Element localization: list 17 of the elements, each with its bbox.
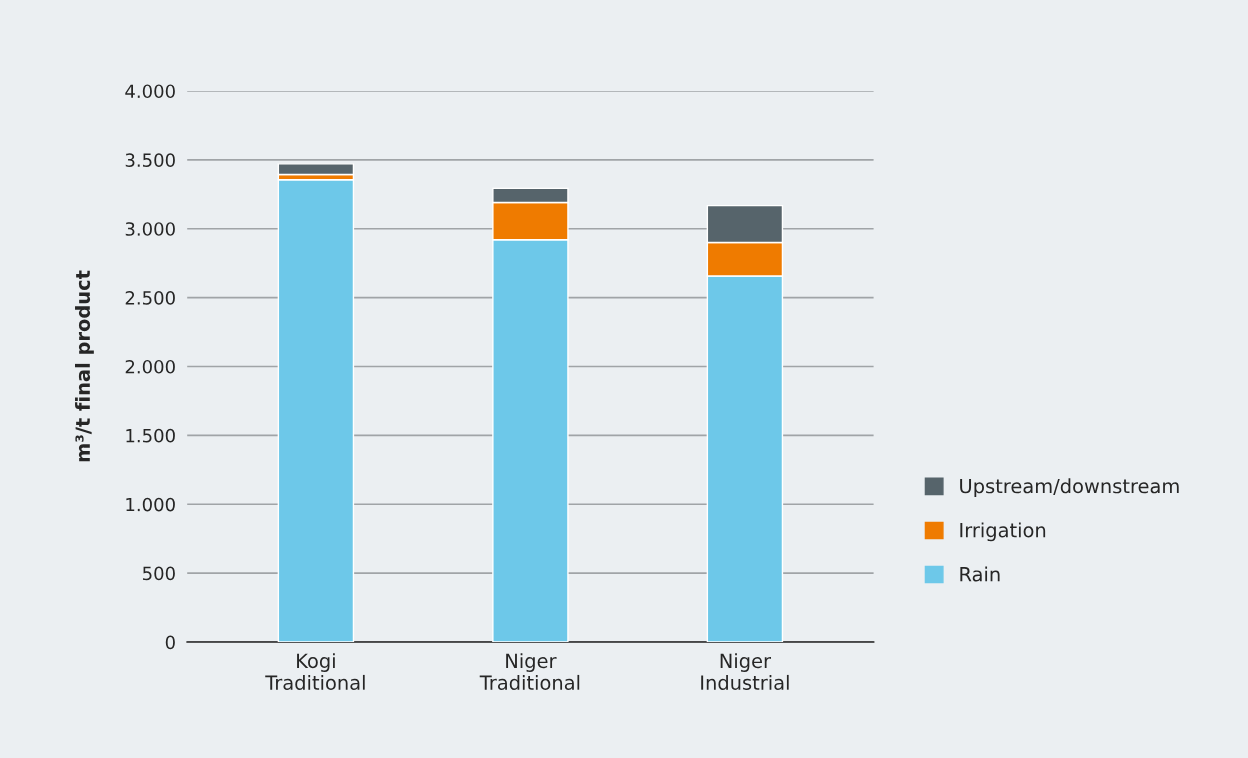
y-tick-label: 1.000 <box>126 497 175 512</box>
y-tick-label: 2.000 <box>125 359 175 374</box>
x-tick-label: Niger Traditional <box>479 653 580 690</box>
x-tick-label: Niger Industrial <box>701 653 789 690</box>
legend-label: Upstream/downstream <box>960 478 1179 498</box>
y-tick-label: 0 <box>165 635 175 650</box>
bar <box>277 179 355 643</box>
legend-label: Rain <box>960 566 1000 582</box>
y-axis-title: m³/t final product <box>75 270 94 462</box>
y-tick-label: 3.000 <box>125 222 175 236</box>
y-tick-label: 3.500 <box>125 153 175 167</box>
legend-label: Irrigation <box>960 522 1046 542</box>
y-tick-label: 4.000 <box>125 84 175 99</box>
y-tick-label: 1.500 <box>126 428 175 443</box>
y-tick-label: 2.500 <box>125 291 175 305</box>
y-tick-label: 500 <box>143 566 175 581</box>
x-tick-label: Kogi Traditional <box>265 653 365 690</box>
